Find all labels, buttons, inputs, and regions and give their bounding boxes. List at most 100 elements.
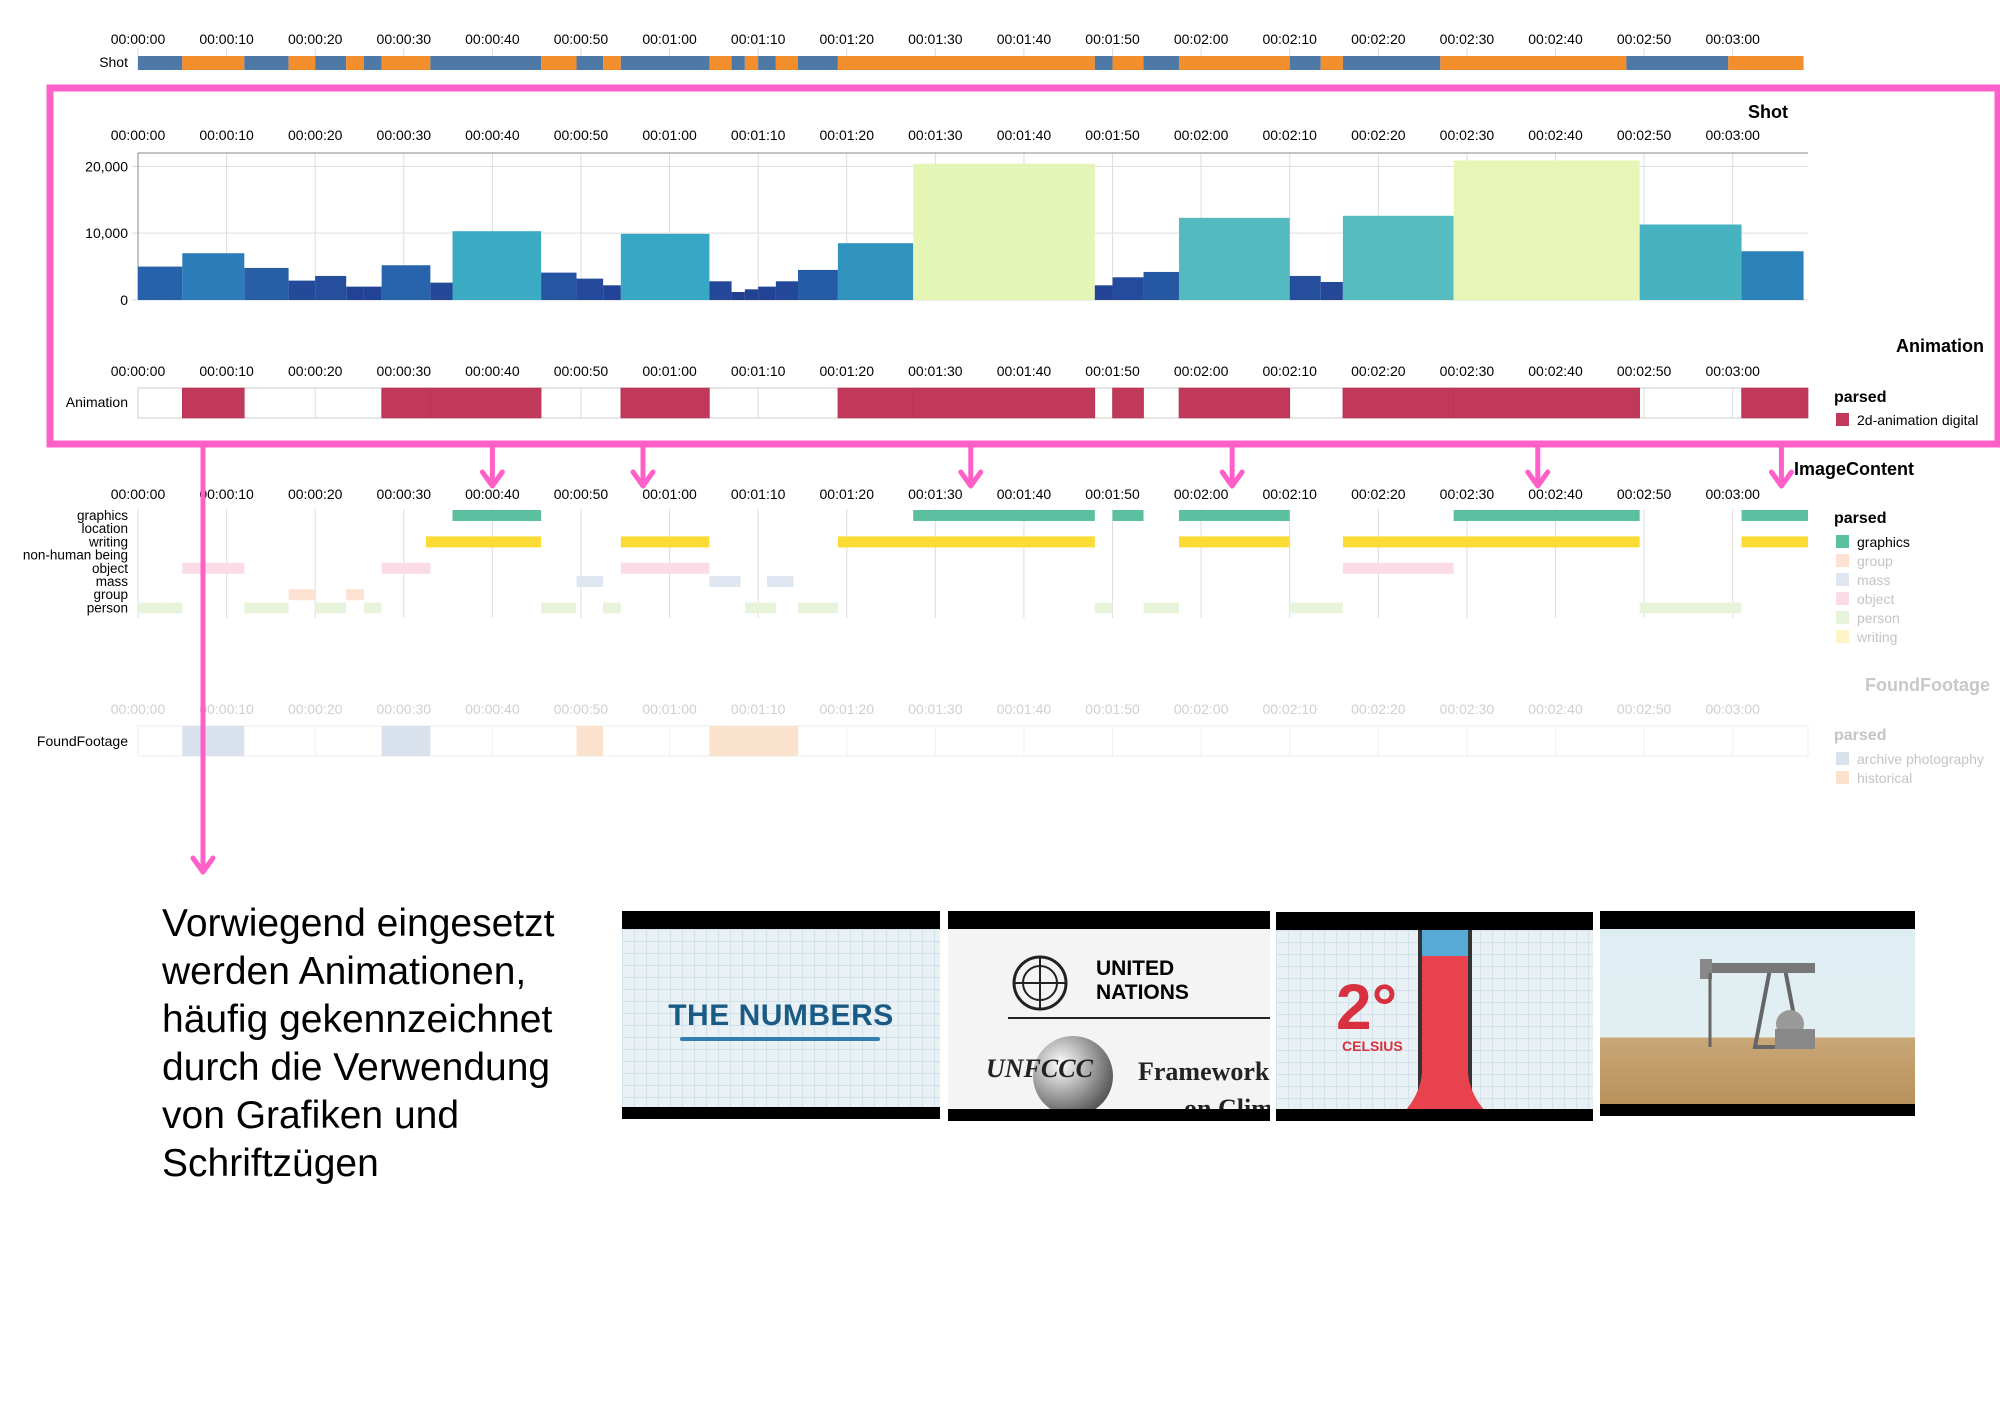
faint-segment <box>1289 602 1343 614</box>
tick-label: 00:02:30 <box>1440 486 1495 502</box>
tick-label: 00:02:30 <box>1440 701 1495 717</box>
celsius-text: CELSIUS <box>1342 1038 1403 1054</box>
animation-timeline: Animation 00:00:00 00:00:10 00:00:20 00:00:3… <box>66 336 1984 428</box>
shot-segment <box>1094 56 1113 70</box>
un-title: UNITED NATIONS <box>1096 957 1189 1005</box>
tick-label: 00:02:00 <box>1174 127 1229 143</box>
tick-label: 00:02:40 <box>1528 31 1583 47</box>
legend-swatch <box>1836 752 1849 765</box>
bar <box>381 265 431 300</box>
graphics-segment <box>1178 510 1290 521</box>
tick-label: 00:01:50 <box>1085 701 1140 717</box>
timeline-visualization: 00:00:00 00:00:10 00:00:20 00:00:30 00:00:40… <box>23 31 2000 875</box>
shot-segment <box>315 56 347 70</box>
tick-label: 00:03:00 <box>1705 701 1760 717</box>
legend-label: historical <box>1857 770 1912 786</box>
bar <box>1094 285 1113 300</box>
tick-label: 00:03:00 <box>1705 31 1760 47</box>
arrow-head <box>630 469 656 489</box>
shot-segment <box>1626 56 1729 70</box>
highlight-frame <box>46 84 2000 448</box>
tick-label: 00:02:20 <box>1351 486 1406 502</box>
caption-line: von Grafiken und <box>162 1094 460 1137</box>
shot-segment <box>541 56 577 70</box>
un-line-1: UNITED <box>1096 957 1175 980</box>
tick-label: 00:01:30 <box>908 363 963 379</box>
tick-label: 00:01:00 <box>642 31 697 47</box>
tick-label: 00:00:10 <box>199 127 254 143</box>
animation-segment <box>1112 387 1144 419</box>
legend-swatch <box>1836 535 1849 548</box>
tick-label: 00:02:10 <box>1262 486 1317 502</box>
y-tick-label: 20,000 <box>85 158 128 174</box>
bar <box>138 266 183 300</box>
bar <box>541 272 577 300</box>
caption-line: durch die Verwendung <box>162 1046 551 1089</box>
tick-label: 00:01:20 <box>820 701 875 717</box>
bar <box>731 291 745 300</box>
bar <box>913 163 1095 300</box>
tick-label: 00:00:00 <box>111 127 166 143</box>
caption-line: Schriftzügen <box>162 1142 379 1185</box>
legend-label: graphics <box>1857 534 1910 550</box>
shot-segment <box>1320 56 1343 70</box>
faint-segment <box>767 576 794 587</box>
faint-segment <box>315 602 347 614</box>
tick-label: 00:01:20 <box>820 486 875 502</box>
faint-segment <box>620 562 710 574</box>
legend-swatch <box>1836 592 1849 605</box>
tick-label: 00:01:40 <box>997 363 1052 379</box>
tick-label: 00:02:50 <box>1617 486 1672 502</box>
shot-segment <box>346 56 364 70</box>
tick-label: 00:00:00 <box>111 486 166 502</box>
legend-label: 2d-animation digital <box>1857 412 1978 428</box>
writing-segment <box>1178 536 1290 548</box>
thumbnail-the-numbers: THE NUMBERS <box>622 911 940 1119</box>
legend-label: group <box>1857 553 1893 569</box>
tick-label: 00:01:50 <box>1085 363 1140 379</box>
tick-label: 00:02:40 <box>1528 701 1583 717</box>
bar <box>744 289 759 300</box>
tick-label: 00:01:50 <box>1085 127 1140 143</box>
bar <box>758 286 776 300</box>
tick-label: 00:01:20 <box>820 363 875 379</box>
row-label: FoundFootage <box>37 733 128 749</box>
faint-segment <box>576 576 604 587</box>
tick-label: 00:00:40 <box>465 31 520 47</box>
tick-label: 00:01:40 <box>997 701 1052 717</box>
shot-segment <box>731 56 745 70</box>
bar <box>346 286 364 300</box>
tick-label: 00:02:50 <box>1617 31 1672 47</box>
row-label: graphics <box>77 508 128 523</box>
legend-label: mass <box>1857 572 1890 588</box>
tick-label: 00:00:20 <box>288 701 343 717</box>
tick-label: 00:02:00 <box>1174 486 1229 502</box>
bar <box>288 280 316 300</box>
tick-label: 00:01:20 <box>820 127 875 143</box>
legend-swatch <box>1836 413 1849 426</box>
writing-segment <box>620 536 710 548</box>
tick-label: 00:00:00 <box>111 363 166 379</box>
animation-segment <box>381 387 431 419</box>
tick-label: 00:01:10 <box>731 127 786 143</box>
tick-label: 00:01:30 <box>908 31 963 47</box>
caption-line: werden Animationen, <box>162 950 527 993</box>
tick-label: 00:01:10 <box>731 363 786 379</box>
bar <box>182 253 245 300</box>
found-footage-segment <box>182 726 245 756</box>
chart-title: FoundFootage <box>1865 675 1990 695</box>
bar <box>709 281 732 300</box>
tick-label: 00:00:20 <box>288 31 343 47</box>
bar <box>452 231 542 300</box>
legend-label: person <box>1857 610 1900 626</box>
graphics-segment <box>1453 510 1640 521</box>
caption-line: häufig gekennzeichnet <box>162 998 553 1041</box>
tick-label: 00:02:40 <box>1528 127 1583 143</box>
brush-stroke <box>680 1037 880 1041</box>
graphics-segment <box>452 510 542 521</box>
writing-segment <box>837 536 1095 548</box>
highlight-arrows <box>190 446 1794 875</box>
shot-segment <box>1440 56 1627 70</box>
legend-swatch <box>1836 630 1849 643</box>
